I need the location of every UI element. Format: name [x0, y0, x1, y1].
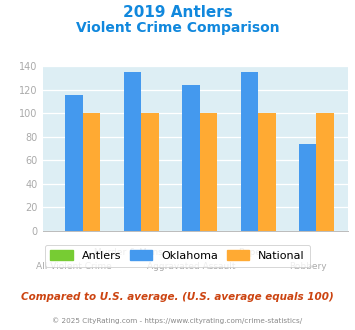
Bar — [317, 113, 334, 231]
Text: 2019 Antlers: 2019 Antlers — [122, 5, 233, 20]
Text: Murder & Mans...: Murder & Mans... — [94, 248, 171, 257]
Bar — [65, 95, 83, 231]
Bar — [182, 85, 200, 231]
Bar — [141, 113, 159, 231]
Bar — [200, 113, 217, 231]
Text: Rape: Rape — [238, 248, 261, 257]
Bar — [124, 72, 141, 231]
Text: © 2025 CityRating.com - https://www.cityrating.com/crime-statistics/: © 2025 CityRating.com - https://www.city… — [53, 317, 302, 324]
Legend: Antlers, Oklahoma, National: Antlers, Oklahoma, National — [45, 245, 310, 267]
Bar — [241, 72, 258, 231]
Bar — [83, 113, 100, 231]
Text: Violent Crime Comparison: Violent Crime Comparison — [76, 21, 279, 35]
Text: Robbery: Robbery — [289, 262, 327, 271]
Text: Aggravated Assault: Aggravated Assault — [147, 262, 235, 271]
Bar — [258, 113, 275, 231]
Text: Compared to U.S. average. (U.S. average equals 100): Compared to U.S. average. (U.S. average … — [21, 292, 334, 302]
Bar — [299, 144, 317, 231]
Text: All Violent Crime: All Violent Crime — [36, 262, 112, 271]
